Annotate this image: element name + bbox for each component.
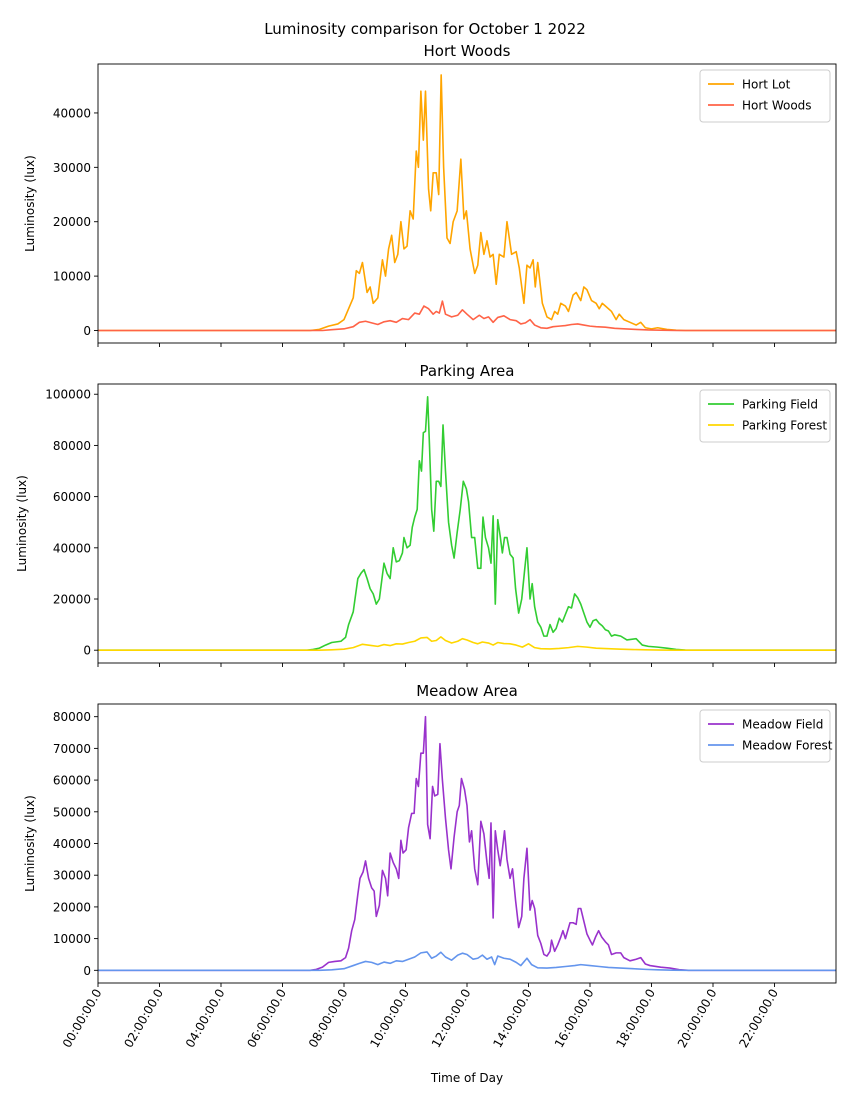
y-tick-label: 30000 [53,161,91,175]
x-axis-label: Time of Day [430,1071,503,1085]
series-line-hort-lot [98,74,836,332]
x-tick-label: 12:00:00.0 [429,987,474,1051]
series-group-meadow-area [98,715,836,972]
y-tick-label: 30000 [53,869,91,883]
y-tick-label: 50000 [53,805,91,819]
series-group-hort-woods [98,74,836,332]
y-tick-label: 0 [83,644,91,658]
y-tick-label: 60000 [53,774,91,788]
y-tick-label: 70000 [53,742,91,756]
chart-panel-meadow-area: Meadow Area 0 10000 20000 30000 40000 50000 600… [23,682,837,1085]
y-axis-label: Luminosity (lux) [15,475,29,572]
y-tick-label: 40000 [53,106,91,120]
chart-title-meadow-area: Meadow Area [416,682,518,700]
x-tick-label: 18:00:00.0 [613,987,658,1051]
legend-label-parking-forest: Parking Forest [742,419,827,433]
y-tick-label: 80000 [53,710,91,724]
x-tick-label: 10:00:00.0 [367,987,412,1051]
legend-box [699,709,831,763]
legend-label-meadow-forest: Meadow Forest [742,739,833,753]
y-tick-label: 100000 [45,388,91,402]
series-line-hort-woods [98,300,836,332]
chart-title-hort-woods: Hort Woods [424,42,511,60]
y-tick-label: 60000 [53,490,91,504]
series-line-parking-field [98,396,836,651]
x-tick-label: 00:00:00.0 [60,987,105,1051]
x-tick-label: 16:00:00.0 [552,987,597,1051]
series-line-meadow-forest [98,951,836,972]
y-tick-label: 20000 [53,215,91,229]
legend-label-meadow-field: Meadow Field [742,718,823,732]
y-tick-label: 10000 [53,270,91,284]
legend-label-hort-lot: Hort Lot [742,78,791,92]
x-tick-label: 20:00:00.0 [675,987,720,1051]
chart-panel-hort-woods: Hort Woods 0 10000 20000 30000 40000 Luminosit… [23,42,837,347]
y-tick-label: 20000 [53,593,91,607]
x-tick-label: 04:00:00.0 [183,987,228,1051]
y-tick-label: 40000 [53,837,91,851]
y-tick-label: 10000 [53,932,91,946]
series-line-meadow-field [98,715,836,972]
y-axis-label: Luminosity (lux) [23,795,37,892]
x-tick-label: 22:00:00.0 [736,987,781,1051]
legend: Hort Lot Hort Woods [699,69,831,123]
legend-label-hort-woods: Hort Woods [742,99,812,113]
legend-box [699,69,831,123]
x-tick-label: 14:00:00.0 [490,987,535,1051]
y-tick-label: 20000 [53,900,91,914]
y-tick-label: 0 [83,964,91,978]
series-line-parking-forest [98,636,836,651]
chart-title-parking-area: Parking Area [420,362,515,380]
legend: Meadow Field Meadow Forest [699,709,833,763]
figure-suptitle: Luminosity comparison for October 1 2022 [264,20,586,38]
y-tick-label: 80000 [53,439,91,453]
legend-label-parking-field: Parking Field [742,398,818,412]
legend-box [699,389,831,443]
x-tick-label: 08:00:00.0 [306,987,351,1051]
legend: Parking Field Parking Forest [699,389,831,443]
chart-panel-parking-area: Parking Area 0 20000 40000 60000 80000 100000 L… [15,362,837,667]
y-tick-label: 0 [83,324,91,338]
x-tick-label: 06:00:00.0 [244,987,289,1051]
series-group-parking-area [98,396,836,651]
y-axis-label: Luminosity (lux) [23,155,37,252]
x-tick-label: 02:00:00.0 [121,987,166,1051]
y-tick-label: 40000 [53,541,91,555]
